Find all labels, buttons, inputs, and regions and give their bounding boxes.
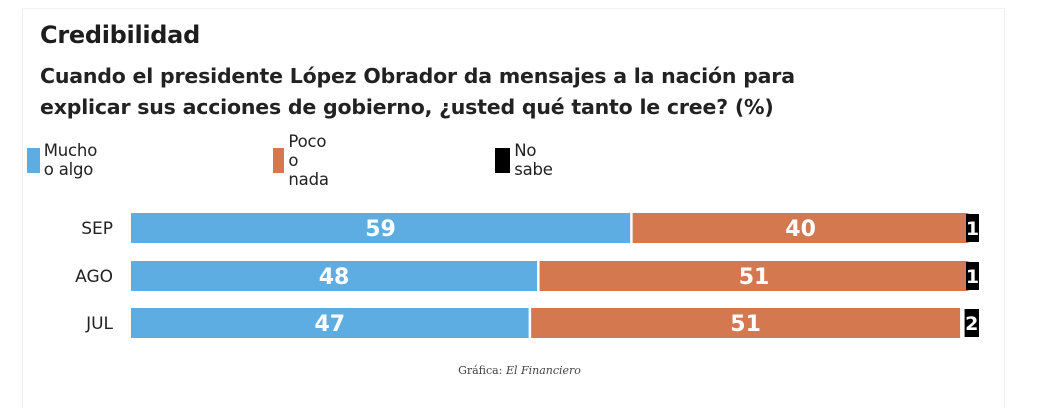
category-label-jul: JUL (85, 314, 113, 334)
data-label-poco-o-nada-jul: 51 (730, 312, 761, 337)
legend-label-no-sabe: No sabe (514, 141, 553, 179)
bar-mucho-o-algo-ago (131, 261, 538, 291)
category-label-sep: SEP (81, 219, 113, 239)
legend-swatch-no-sabe (495, 147, 511, 173)
legend-item-mucho-o-algo: Mucho o algo (27, 141, 106, 179)
data-label-no-sabe-sep: 1 (966, 218, 979, 240)
subtitle-line-2: explicar sus acciones de gobierno, ¿uste… (40, 95, 774, 119)
chart-card: Credibilidad Cuando el presidente López … (22, 8, 1005, 408)
bar-poco-o-nada-jul (531, 308, 961, 338)
bar-no-sabe-sep (966, 214, 979, 242)
bar-mucho-o-algo-jul (131, 308, 529, 338)
bar-no-sabe-ago (966, 262, 979, 290)
credit-prefix: Gráfica: (458, 364, 503, 377)
data-label-poco-o-nada-sep: 40 (785, 217, 816, 242)
chart-subtitle: Cuando el presidente López Obrador da me… (40, 61, 900, 123)
category-label-ago: AGO (75, 267, 113, 287)
data-label-mucho-o-algo-ago: 48 (319, 265, 350, 290)
data-label-mucho-o-algo-sep: 59 (365, 217, 396, 242)
subtitle-line-1: Cuando el presidente López Obrador da me… (40, 64, 795, 88)
chart-credit: Gráfica: El Financiero (0, 364, 1039, 377)
bar-mucho-o-algo-sep (131, 213, 631, 243)
data-label-no-sabe-jul: 2 (965, 313, 978, 335)
legend-label-mucho-o-algo: Mucho o algo (43, 141, 98, 179)
data-label-mucho-o-algo-jul: 47 (314, 312, 345, 337)
data-label-poco-o-nada-ago: 51 (739, 265, 770, 290)
data-label-no-sabe-ago: 1 (966, 266, 979, 288)
legend-swatch-poco-o-nada (273, 147, 285, 173)
bar-poco-o-nada-sep (632, 213, 969, 243)
credit-source: El Financiero (505, 364, 581, 377)
legend-item-poco-o-nada: Poco o nada (273, 132, 339, 189)
bar-no-sabe-jul (964, 309, 979, 337)
chart-title: Credibilidad (40, 21, 200, 49)
legend-swatch-mucho-o-algo (27, 147, 40, 173)
legend-item-no-sabe: No sabe (495, 141, 560, 179)
legend-label-poco-o-nada: Poco o nada (288, 131, 329, 189)
bar-poco-o-nada-ago (539, 261, 969, 291)
